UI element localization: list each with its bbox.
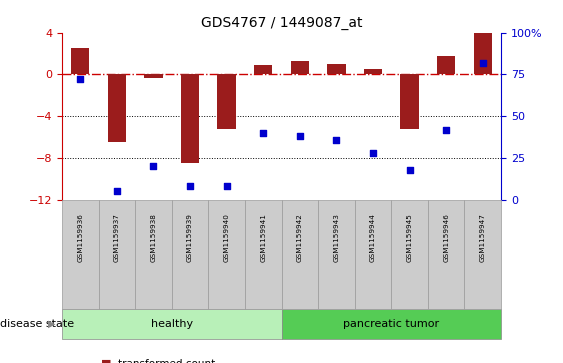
Point <box>332 136 341 142</box>
Text: disease state: disease state <box>0 319 74 329</box>
Bar <box>71 48 90 74</box>
Bar <box>108 74 126 142</box>
Text: GSM1159946: GSM1159946 <box>443 213 449 262</box>
Text: ■: ■ <box>101 359 112 363</box>
Bar <box>327 64 346 74</box>
Point <box>112 188 122 194</box>
Bar <box>144 74 163 78</box>
Bar <box>364 69 382 74</box>
Point <box>185 183 195 189</box>
Text: GSM1159943: GSM1159943 <box>333 213 339 262</box>
Text: ▶: ▶ <box>48 319 56 329</box>
Text: GSM1159944: GSM1159944 <box>370 213 376 262</box>
Text: GSM1159947: GSM1159947 <box>480 213 486 262</box>
Point <box>368 150 377 156</box>
Point <box>478 60 487 66</box>
Point <box>442 127 451 132</box>
Bar <box>181 74 199 163</box>
Bar <box>473 33 492 74</box>
Bar <box>254 65 272 74</box>
Text: GSM1159938: GSM1159938 <box>150 213 157 262</box>
Text: GSM1159940: GSM1159940 <box>224 213 230 262</box>
Text: transformed count: transformed count <box>118 359 216 363</box>
Bar <box>217 74 236 129</box>
Text: GSM1159936: GSM1159936 <box>77 213 83 262</box>
Point <box>405 167 414 172</box>
Point <box>222 183 231 189</box>
Text: healthy: healthy <box>151 319 193 329</box>
Bar <box>291 61 309 74</box>
Point <box>258 130 268 136</box>
Point <box>296 133 305 139</box>
Text: GSM1159939: GSM1159939 <box>187 213 193 262</box>
Bar <box>400 74 419 129</box>
Text: GSM1159945: GSM1159945 <box>406 213 413 262</box>
Title: GDS4767 / 1449087_at: GDS4767 / 1449087_at <box>201 16 362 30</box>
Point <box>149 163 158 169</box>
Text: GSM1159942: GSM1159942 <box>297 213 303 262</box>
Text: GSM1159937: GSM1159937 <box>114 213 120 262</box>
Bar <box>437 56 455 74</box>
Point <box>75 77 84 82</box>
Text: pancreatic tumor: pancreatic tumor <box>343 319 439 329</box>
Text: GSM1159941: GSM1159941 <box>260 213 266 262</box>
